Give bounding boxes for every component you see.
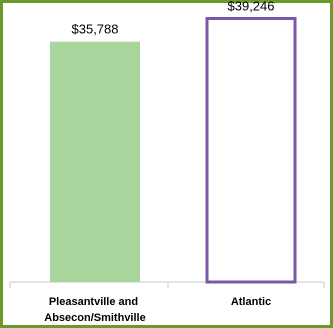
bar-atlantic [205, 16, 297, 284]
x-tick-label-atlantic: Atlantic [231, 296, 271, 308]
x-tick-label-pleasantville-absecon-smithville: Pleasantville and Absecon/Smithville [44, 296, 145, 324]
bar-pleasantville-absecon-smithville [50, 41, 140, 283]
data-label-atlantic: $39,246 [228, 0, 275, 13]
data-label-pleasantville-absecon-smithville: $35,788 [72, 22, 119, 37]
